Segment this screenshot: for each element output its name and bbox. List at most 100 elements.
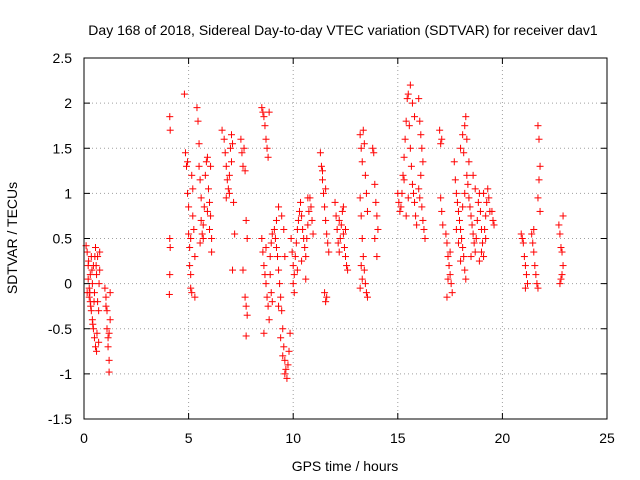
data-point	[84, 275, 92, 283]
data-point	[280, 225, 288, 233]
data-point	[480, 253, 488, 261]
data-point	[372, 198, 380, 206]
data-point	[231, 230, 239, 238]
data-point	[558, 271, 566, 279]
data-point	[285, 347, 293, 355]
data-point	[200, 203, 208, 211]
data-point	[520, 253, 528, 261]
data-point	[187, 271, 195, 279]
data-point	[408, 99, 416, 107]
data-point	[104, 343, 112, 351]
data-point	[96, 266, 104, 274]
data-point	[83, 248, 91, 256]
data-point	[87, 307, 95, 315]
data-point	[454, 207, 462, 215]
data-point	[241, 293, 249, 301]
data-point	[443, 293, 451, 301]
data-point	[362, 289, 370, 297]
data-point	[287, 235, 295, 242]
data-point	[530, 225, 538, 233]
data-point	[264, 153, 272, 161]
data-point	[556, 280, 564, 288]
data-point	[102, 293, 110, 301]
data-point	[557, 244, 565, 252]
data-point	[472, 235, 480, 242]
data-point	[402, 117, 410, 125]
data-point	[259, 248, 267, 256]
data-point	[406, 144, 414, 152]
data-point	[206, 198, 214, 206]
data-point	[279, 352, 287, 360]
data-point	[101, 284, 109, 292]
data-point	[448, 289, 456, 297]
data-point	[196, 239, 204, 247]
data-point	[403, 95, 411, 103]
data-point	[88, 280, 96, 288]
data-point	[103, 325, 111, 333]
data-point	[271, 235, 279, 242]
data-point	[535, 135, 543, 143]
x-tick-label: 10	[285, 430, 301, 446]
data-point	[262, 244, 270, 252]
data-point	[304, 221, 312, 229]
data-point	[260, 329, 268, 337]
data-point	[322, 216, 330, 224]
data-point	[558, 248, 566, 256]
data-point	[196, 176, 204, 184]
data-point	[95, 338, 103, 346]
data-point	[187, 235, 195, 242]
data-point	[415, 95, 423, 103]
data-point	[202, 158, 210, 166]
data-point	[331, 198, 339, 206]
y-tick-label: 0.5	[53, 231, 73, 247]
data-point	[263, 293, 271, 301]
data-point	[206, 225, 214, 233]
data-point	[298, 257, 306, 265]
data-point	[373, 212, 381, 220]
data-point	[280, 343, 288, 351]
data-point	[404, 194, 412, 202]
data-point	[482, 235, 490, 242]
data-point	[534, 284, 542, 292]
data-point	[528, 230, 536, 238]
data-point	[438, 207, 446, 215]
data-point	[467, 212, 475, 220]
data-point	[266, 253, 274, 261]
data-point	[361, 171, 369, 179]
data-point	[464, 180, 472, 188]
data-point	[258, 104, 266, 112]
data-point	[406, 81, 414, 89]
data-point	[471, 185, 479, 193]
data-point	[275, 203, 283, 211]
data-point	[322, 185, 330, 193]
data-point	[482, 212, 490, 220]
data-point	[225, 171, 233, 179]
data-point	[208, 248, 216, 256]
data-point	[264, 302, 272, 310]
data-point	[454, 239, 462, 247]
data-point	[222, 194, 230, 202]
data-point	[470, 239, 478, 247]
data-point	[358, 275, 366, 283]
y-tick-label: 2.5	[53, 50, 73, 66]
data-point	[361, 280, 369, 288]
data-point	[396, 207, 404, 215]
data-point	[227, 131, 235, 139]
data-point	[299, 225, 307, 233]
data-point	[343, 262, 351, 270]
data-point	[106, 289, 114, 297]
data-point	[356, 131, 364, 139]
data-point	[89, 320, 97, 328]
data-point	[534, 122, 542, 130]
data-point	[407, 162, 415, 170]
data-point	[85, 284, 93, 292]
data-point	[243, 235, 251, 242]
data-point	[239, 162, 247, 170]
data-point	[357, 144, 365, 152]
data-point	[278, 212, 286, 220]
data-point	[450, 158, 458, 166]
data-point	[263, 144, 271, 152]
data-point	[371, 235, 379, 242]
data-point	[92, 343, 100, 351]
data-point	[92, 244, 100, 252]
